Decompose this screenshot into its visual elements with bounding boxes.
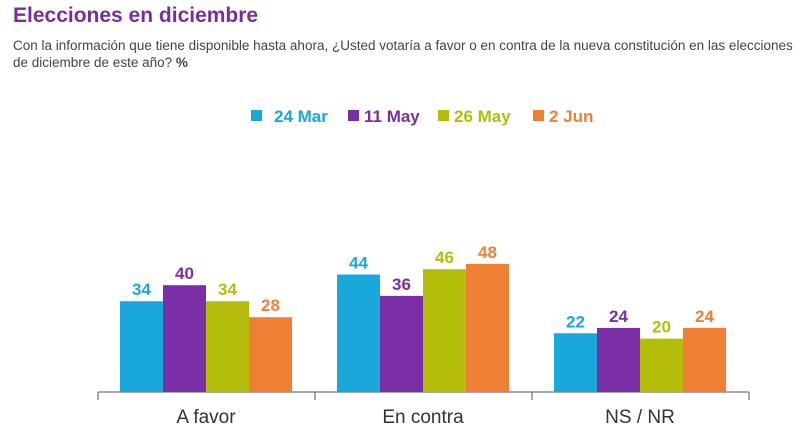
data-label-2-1: 24 (609, 307, 628, 326)
bar-2-0 (554, 333, 597, 392)
data-label-1-1: 36 (392, 275, 411, 294)
data-label-2-0: 22 (566, 312, 585, 331)
data-label-0-2: 34 (218, 280, 237, 299)
legend-label-2: 26 May (454, 107, 511, 126)
chart-question: Con la información que tiene disponible … (13, 37, 793, 71)
legend-swatch-3 (533, 110, 544, 121)
legend-swatch-1 (348, 110, 359, 121)
bar-2-3 (683, 327, 726, 392)
legend-label-3: 2 Jun (549, 107, 593, 126)
question-text: Con la información que tiene disponible … (13, 38, 793, 70)
data-label-0-0: 34 (132, 280, 151, 299)
category-label-2: NS / NR (605, 407, 675, 428)
bar-0-2 (206, 301, 249, 392)
legend-swatch-0 (251, 110, 262, 121)
bar-0-1 (163, 285, 206, 392)
data-label-1-3: 48 (478, 243, 497, 262)
unit-label: % (175, 55, 188, 70)
bar-2-1 (597, 327, 640, 392)
data-label-1-0: 44 (349, 254, 368, 273)
data-label-1-2: 46 (435, 248, 454, 267)
data-label-0-3: 28 (261, 296, 280, 315)
bar-1-2 (423, 269, 466, 392)
chart-title: Elecciones en diciembre (13, 4, 259, 27)
bar-0-0 (120, 301, 163, 392)
legend-label-0: 24 Mar (274, 107, 328, 126)
bar-0-3 (249, 317, 292, 392)
bar-1-1 (380, 295, 423, 392)
legend-label-1: 11 May (364, 107, 420, 126)
data-label-2-3: 24 (695, 307, 714, 326)
data-label-0-1: 40 (175, 264, 194, 283)
category-label-0: A favor (176, 407, 236, 428)
legend-swatch-2 (438, 110, 449, 121)
bar-1-0 (337, 274, 380, 392)
category-label-1: En contra (382, 407, 464, 428)
bar-2-2 (640, 338, 683, 392)
data-label-2-2: 20 (652, 318, 671, 337)
bar-1-3 (466, 263, 509, 392)
